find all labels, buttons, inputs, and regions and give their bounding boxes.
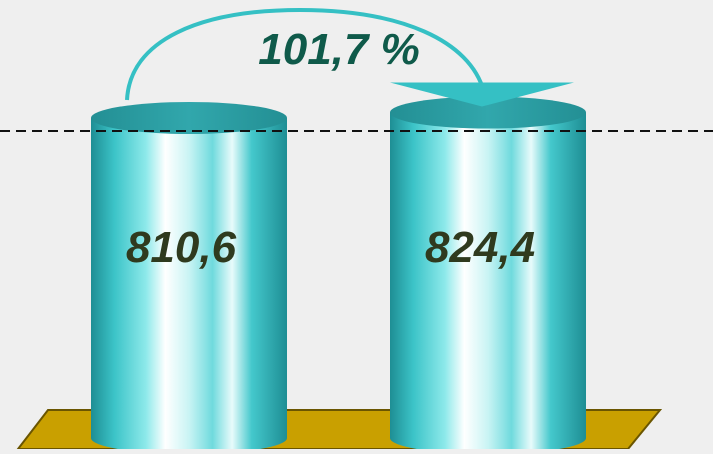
growth-label: 101,7 %: [258, 25, 419, 74]
bar-value-label-2: 824,4: [425, 223, 535, 272]
bar-top-2: [390, 96, 586, 129]
bar-body-2: [390, 112, 586, 454]
bar-top-1: [91, 102, 287, 134]
bar-value-label-1: 810,6: [126, 223, 237, 272]
growth-arc: [125, 7, 486, 101]
bar-cylinder-2: [390, 96, 586, 454]
bar-cylinder-1: [91, 102, 287, 454]
growth-arrowhead: [390, 82, 574, 107]
bar-body-1: [91, 118, 287, 454]
